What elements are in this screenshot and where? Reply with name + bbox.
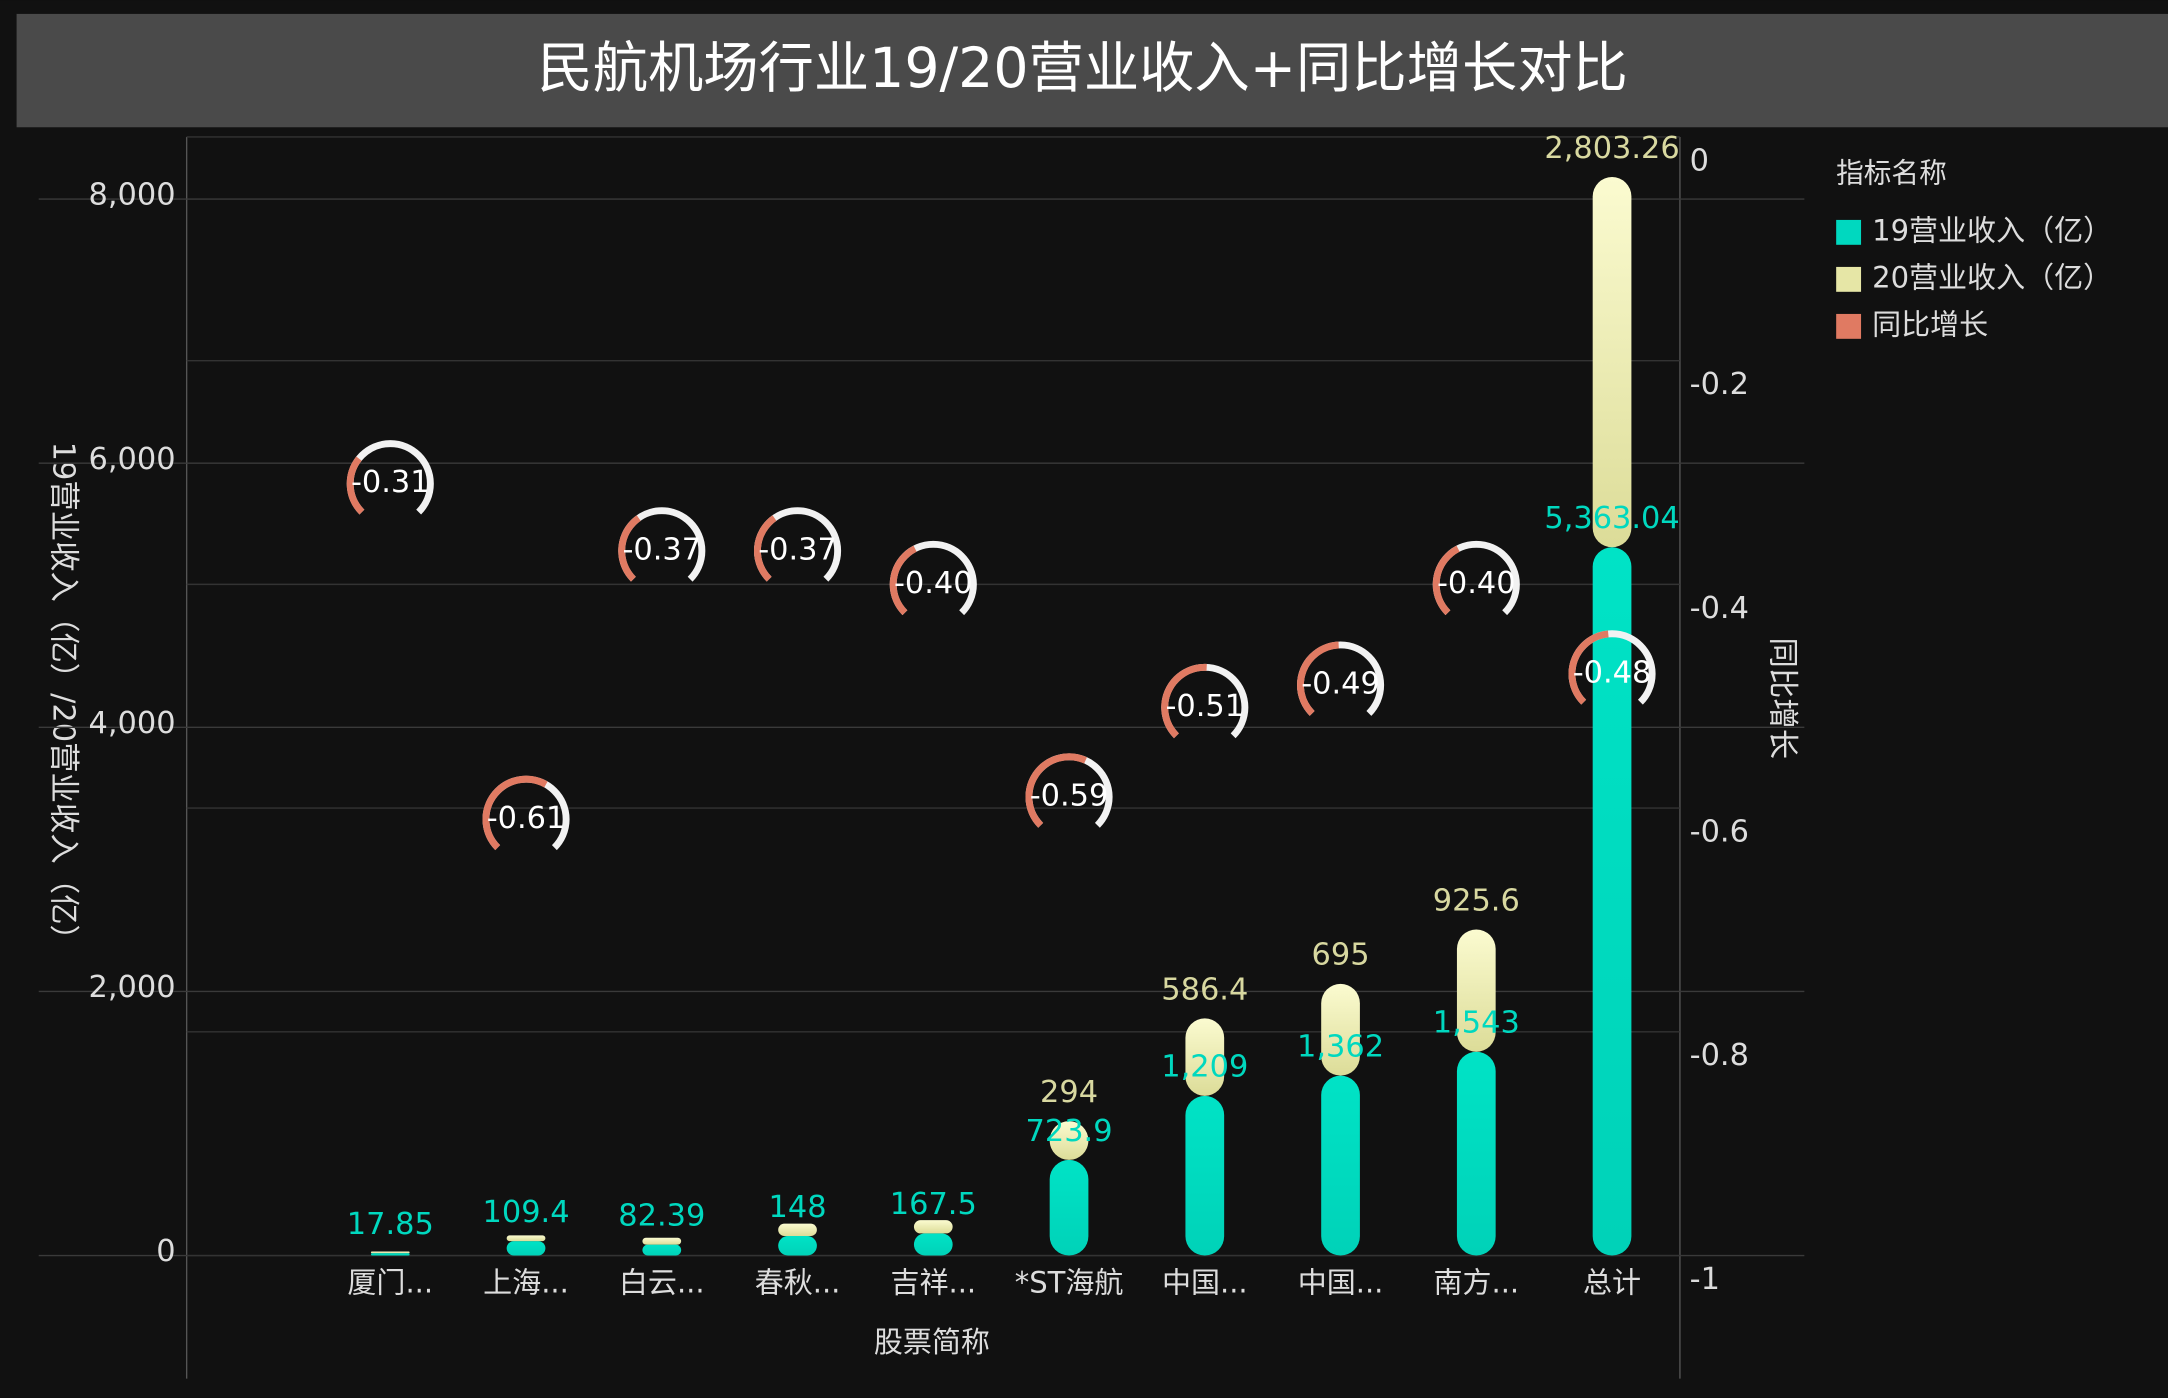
bar <box>1185 1095 1225 1256</box>
gauge <box>889 545 917 616</box>
gauge <box>1161 663 1207 739</box>
data-label: -0.49 <box>1301 667 1380 702</box>
data-label: 1,209 <box>1161 1050 1248 1085</box>
data-label: -0.59 <box>1030 778 1109 813</box>
bar <box>1049 1159 1089 1256</box>
data-label: 925.6 <box>1433 883 1520 918</box>
data-label: 294 <box>1040 1075 1098 1110</box>
gauge <box>618 515 641 582</box>
y2-tick-label: -0.6 <box>1690 814 1749 849</box>
x-axis-title: 股票简称 <box>874 1325 990 1359</box>
y-axis-title: 19营业收入（亿）/20营业收入（亿） <box>46 442 81 955</box>
bar <box>1321 983 1360 1076</box>
bar <box>642 1237 682 1245</box>
data-label: -0.37 <box>622 532 701 567</box>
data-label: 109.4 <box>483 1195 570 1230</box>
data-label: 723.9 <box>1026 1114 1113 1149</box>
x-tick-label: 上海... <box>483 1266 569 1300</box>
legend-label: 19营业收入（亿） <box>1872 213 2112 247</box>
data-label: 17.85 <box>347 1207 434 1242</box>
bar <box>1185 1018 1225 1096</box>
y-tick-label: 0 <box>156 1234 175 1269</box>
x-tick-label: 白云... <box>619 1266 705 1300</box>
bar <box>506 1235 546 1242</box>
gauge <box>1025 753 1087 828</box>
data-label: -0.31 <box>351 465 430 500</box>
bar <box>913 1233 953 1256</box>
gauge <box>1432 545 1460 616</box>
gauge <box>1296 641 1339 716</box>
bar <box>1456 929 1496 1052</box>
x-tick-label: 厦门... <box>347 1266 433 1300</box>
y-tick-label: 6,000 <box>89 442 176 477</box>
y-tick-label: 2,000 <box>89 970 176 1005</box>
y-tick-label: 4,000 <box>89 706 176 741</box>
y2-tick-label: -0.8 <box>1690 1038 1749 1073</box>
data-label: 1,362 <box>1297 1029 1384 1064</box>
data-label: 167.5 <box>890 1187 977 1222</box>
data-label: 2,803.26 <box>1544 131 1679 166</box>
x-tick-label: 春秋... <box>755 1266 841 1300</box>
bar <box>1321 1075 1360 1256</box>
legend-swatch <box>1836 266 1862 292</box>
x-tick-label: 中国... <box>1298 1266 1384 1300</box>
bar <box>1592 177 1632 548</box>
legend-title: 指标名称 <box>1836 156 1947 189</box>
data-label: -0.51 <box>1165 689 1244 724</box>
legend-swatch <box>1836 219 1862 245</box>
bar <box>778 1223 817 1236</box>
bar <box>642 1244 682 1256</box>
data-label: -0.40 <box>1437 566 1516 601</box>
x-tick-label: 中国... <box>1162 1266 1248 1300</box>
data-label: -0.61 <box>487 801 566 836</box>
x-tick-label: 吉祥... <box>890 1266 976 1300</box>
legend-swatch <box>1836 313 1862 339</box>
x-tick-label: 南方... <box>1433 1266 1519 1300</box>
bar <box>370 1253 410 1256</box>
data-label: 82.39 <box>618 1198 705 1233</box>
data-label: 148 <box>769 1190 827 1225</box>
legend-label: 同比增长 <box>1872 307 1988 341</box>
title-bar <box>16 13 2168 128</box>
legend-label: 20营业收入（亿） <box>1872 260 2112 294</box>
bar <box>913 1220 953 1234</box>
data-label: -0.40 <box>894 566 973 601</box>
bar <box>1456 1051 1496 1256</box>
y-tick-label: 8,000 <box>89 178 176 213</box>
bar <box>778 1235 817 1256</box>
x-tick-label: 总计 <box>1583 1266 1641 1300</box>
gauge <box>754 515 777 582</box>
data-label: 695 <box>1312 938 1370 973</box>
y2-tick-label: -1 <box>1690 1262 1720 1297</box>
bar <box>370 1251 410 1254</box>
y2-tick-label: -0.2 <box>1690 367 1749 402</box>
x-tick-label: *ST海航 <box>1015 1266 1124 1300</box>
bar <box>1592 547 1632 1256</box>
data-label: -0.37 <box>758 532 837 567</box>
y2-axis-title: 同比增长 <box>1764 637 1799 759</box>
y2-tick-label: -0.4 <box>1690 591 1749 626</box>
gauge <box>482 775 548 851</box>
chart-title: 民航机场行业19/20营业收入+同比增长对比 <box>537 37 1627 101</box>
y2-tick-label: 0 <box>1690 143 1709 178</box>
data-label: 586.4 <box>1161 972 1248 1007</box>
bar <box>506 1241 546 1256</box>
gauge <box>346 456 365 515</box>
bar <box>1049 1121 1089 1160</box>
data-label: -0.48 <box>1573 655 1652 690</box>
gauge <box>1568 630 1609 705</box>
data-label: 1,543 <box>1433 1006 1520 1041</box>
data-label: 5,363.04 <box>1544 501 1679 536</box>
